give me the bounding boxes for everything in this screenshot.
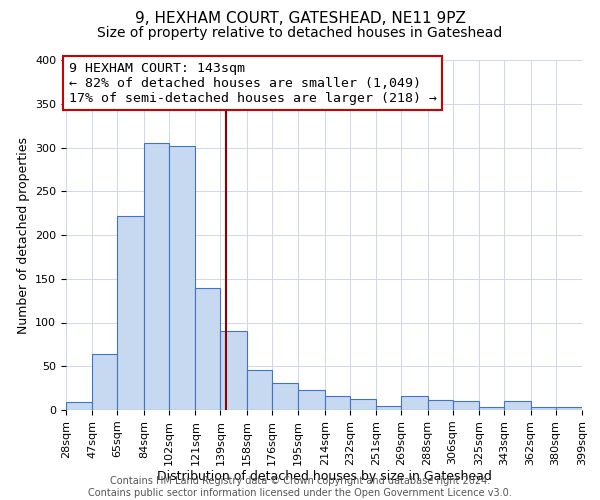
- Y-axis label: Number of detached properties: Number of detached properties: [17, 136, 29, 334]
- Text: Size of property relative to detached houses in Gateshead: Size of property relative to detached ho…: [97, 26, 503, 40]
- Bar: [376, 406, 401, 410]
- Bar: [220, 331, 247, 410]
- Bar: [169, 146, 196, 410]
- Bar: [298, 390, 325, 410]
- Bar: [504, 401, 530, 410]
- Bar: [196, 288, 220, 410]
- Text: Contains HM Land Registry data © Crown copyright and database right 2024.
Contai: Contains HM Land Registry data © Crown c…: [88, 476, 512, 498]
- Bar: [118, 216, 144, 410]
- Bar: [272, 383, 298, 410]
- Bar: [144, 143, 169, 410]
- X-axis label: Distribution of detached houses by size in Gateshead: Distribution of detached houses by size …: [157, 470, 491, 484]
- Bar: [530, 406, 556, 410]
- Bar: [479, 406, 504, 410]
- Text: 9, HEXHAM COURT, GATESHEAD, NE11 9PZ: 9, HEXHAM COURT, GATESHEAD, NE11 9PZ: [134, 11, 466, 26]
- Bar: [66, 402, 92, 410]
- Bar: [325, 396, 350, 410]
- Bar: [556, 406, 582, 410]
- Bar: [247, 370, 272, 410]
- Text: 9 HEXHAM COURT: 143sqm
← 82% of detached houses are smaller (1,049)
17% of semi-: 9 HEXHAM COURT: 143sqm ← 82% of detached…: [68, 62, 437, 105]
- Bar: [92, 354, 118, 410]
- Bar: [452, 401, 479, 410]
- Bar: [350, 398, 376, 410]
- Bar: [428, 400, 452, 410]
- Bar: [401, 396, 428, 410]
